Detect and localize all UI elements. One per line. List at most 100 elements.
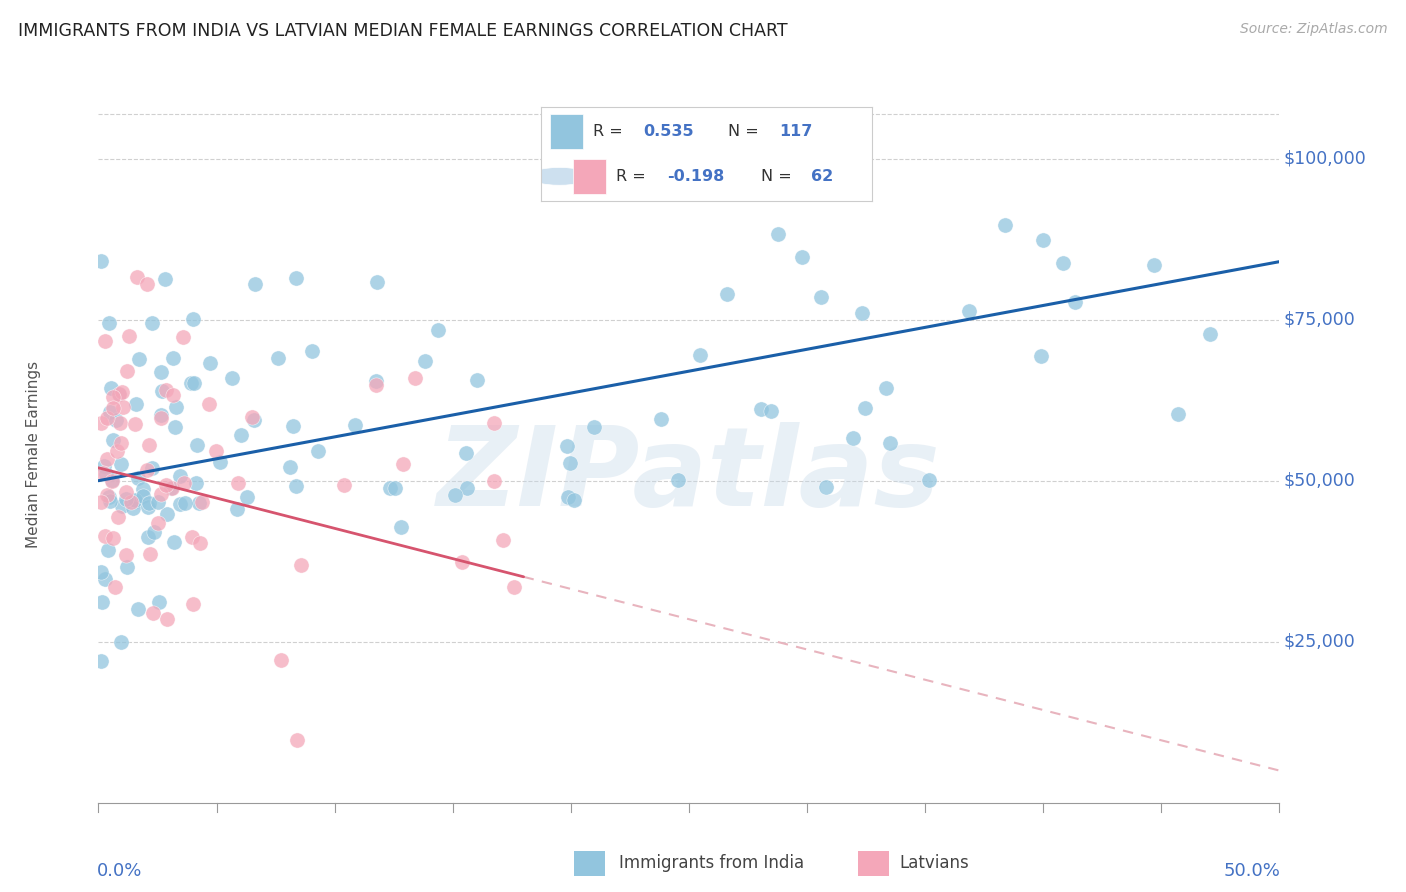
Point	[96, 410, 118, 425]
Point	[1199, 326, 1222, 341]
Point	[121, 501, 143, 516]
Point	[183, 376, 205, 390]
Point	[139, 547, 162, 561]
Point	[208, 455, 231, 469]
Point	[101, 475, 124, 489]
Point	[162, 388, 184, 402]
Text: R =: R =	[592, 124, 623, 139]
Point	[100, 381, 122, 395]
Point	[1052, 256, 1074, 270]
Point	[110, 436, 132, 450]
Point	[650, 412, 672, 426]
Point	[96, 488, 118, 502]
Text: 0.0%: 0.0%	[97, 862, 142, 880]
Text: -0.198: -0.198	[666, 169, 724, 184]
Point	[389, 519, 412, 533]
Point	[136, 500, 159, 514]
Point	[583, 420, 606, 434]
Point	[364, 377, 387, 392]
Point	[191, 495, 214, 509]
Point	[835, 138, 858, 153]
Point	[228, 475, 250, 490]
Point	[107, 510, 129, 524]
Point	[503, 580, 526, 594]
Point	[301, 344, 323, 359]
Point	[117, 329, 139, 343]
Point	[443, 488, 465, 502]
Circle shape	[529, 168, 591, 186]
Point	[98, 493, 121, 508]
Point	[666, 474, 689, 488]
Point	[186, 475, 208, 490]
Point	[716, 287, 738, 301]
Point	[124, 493, 146, 508]
Point	[465, 373, 488, 387]
Point	[114, 548, 136, 562]
Point	[110, 458, 132, 472]
Point	[90, 654, 112, 668]
Point	[146, 516, 169, 531]
Point	[101, 473, 124, 487]
Point	[918, 473, 941, 487]
Text: $75,000: $75,000	[1284, 310, 1355, 328]
Point	[96, 467, 118, 481]
Point	[146, 494, 169, 508]
Point	[103, 531, 125, 545]
Point	[117, 364, 139, 378]
Point	[492, 533, 515, 547]
Point	[181, 530, 204, 544]
Point	[110, 385, 132, 400]
Point	[225, 501, 247, 516]
Point	[93, 529, 115, 543]
Point	[172, 330, 194, 344]
Point	[404, 371, 426, 385]
Point	[156, 508, 179, 522]
Point	[136, 277, 159, 291]
Point	[181, 597, 204, 611]
Point	[558, 456, 581, 470]
Point	[280, 460, 302, 475]
Point	[108, 387, 131, 401]
Point	[240, 410, 263, 425]
Point	[165, 400, 187, 414]
Point	[482, 475, 505, 489]
Point	[307, 444, 329, 458]
Point	[231, 428, 253, 442]
Text: $25,000: $25,000	[1284, 632, 1355, 651]
Point	[103, 401, 125, 416]
Text: 117: 117	[779, 124, 813, 139]
Point	[160, 481, 183, 495]
Point	[108, 416, 131, 430]
Point	[148, 595, 170, 609]
Point	[124, 417, 146, 431]
Point	[149, 487, 172, 501]
Point	[98, 317, 121, 331]
Point	[842, 431, 865, 445]
Point	[120, 494, 142, 508]
Point	[111, 499, 134, 513]
Point	[689, 348, 711, 362]
Point	[124, 494, 146, 508]
Point	[141, 316, 163, 330]
Point	[243, 277, 266, 291]
Point	[105, 413, 128, 427]
Point	[875, 381, 897, 395]
Point	[853, 401, 876, 416]
FancyBboxPatch shape	[572, 159, 606, 194]
Point	[427, 323, 450, 337]
Point	[103, 390, 125, 404]
Point	[90, 416, 112, 430]
Point	[169, 468, 191, 483]
Point	[236, 490, 259, 504]
Point	[221, 370, 243, 384]
Point	[1029, 349, 1052, 363]
Text: $50,000: $50,000	[1284, 472, 1355, 490]
Point	[768, 227, 790, 242]
Point	[132, 489, 155, 503]
Point	[100, 405, 122, 419]
Point	[127, 471, 149, 485]
Point	[285, 733, 308, 747]
Text: Median Female Earnings: Median Female Earnings	[25, 361, 41, 549]
Point	[366, 276, 388, 290]
Text: Latvians: Latvians	[900, 855, 970, 872]
